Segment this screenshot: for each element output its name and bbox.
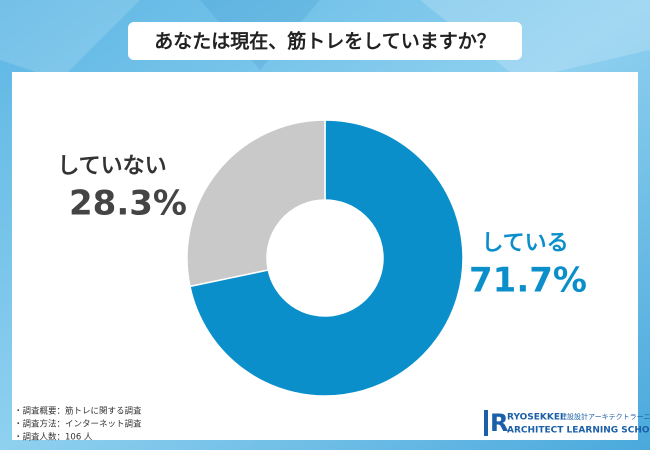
logo-mark: R (490, 409, 508, 437)
title-box (128, 22, 522, 60)
logo-school: ARCHITECT LEARNING SCHOOL (507, 426, 650, 436)
logo-name: RYOSEKKEI (507, 413, 563, 423)
value-label: 71.7% (469, 261, 587, 301)
logo-mark (484, 410, 488, 436)
value-label: 28.3% (69, 184, 187, 224)
donut-slice (189, 119, 464, 397)
bg-facet (0, 0, 140, 80)
logo-sub: 建設設計アーキテクトラーニング (560, 412, 650, 421)
note: ・調査方法：インターネット調査 (14, 419, 142, 430)
chart-title: あなたは現在、筋トレをしていますか？ (154, 30, 495, 53)
bg-facet (420, 0, 650, 80)
category-label: していない (57, 154, 166, 179)
donut-slice (186, 119, 326, 288)
category-label: している (481, 231, 568, 256)
note: ・調査概要：筋トレに関する調査 (14, 406, 142, 417)
note: ・調査人数：106 人 (14, 432, 93, 443)
